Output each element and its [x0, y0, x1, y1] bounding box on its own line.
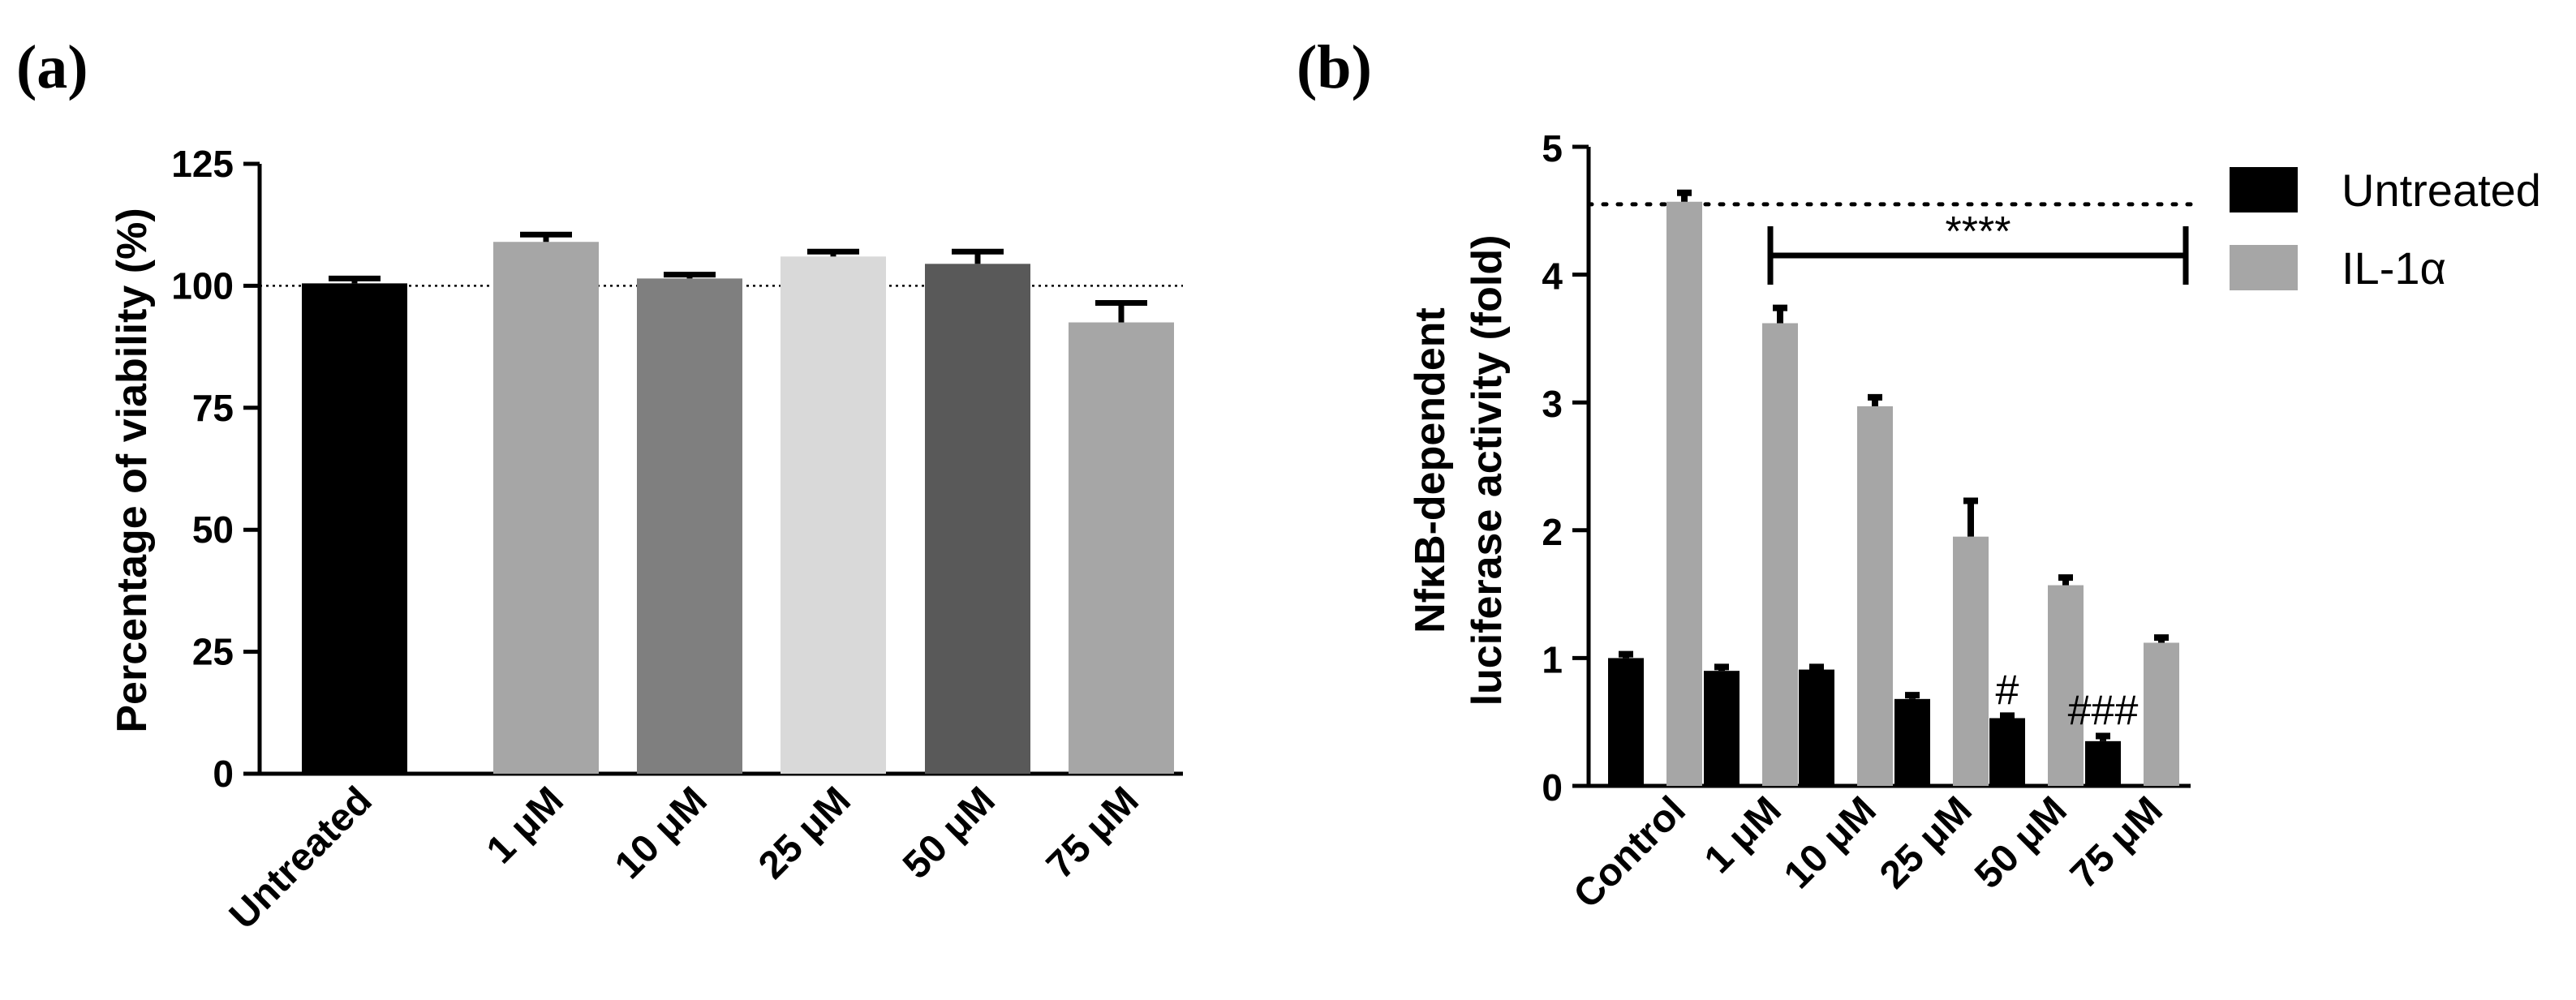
panel-b-bar-il1a	[1666, 201, 1702, 786]
panel-b-legend: Untreated IL-1α	[2230, 165, 2541, 294]
panel-b-label: (b)	[1297, 33, 1372, 101]
legend-swatch-untreated	[2230, 167, 2298, 212]
panel-b-hash-annotation: ###	[2068, 688, 2139, 735]
panel-b-category-label: Control	[1566, 788, 1694, 916]
panel-b-bar-il1a	[1953, 536, 1989, 786]
panel-a-category-label: Untreated	[221, 779, 381, 938]
panel-b-bar-untreated	[1989, 718, 2025, 786]
panel-a-y-tick-label: 75	[192, 387, 234, 429]
panel-b-y-axis-title-line2: luciferase activity (fold)	[1464, 235, 1511, 706]
panel-a-label: (a)	[16, 33, 88, 101]
panel-a-bar	[493, 242, 599, 775]
panel-b-y-axis-title-line1: NfκB-dependent	[1407, 307, 1454, 633]
panel-b-bar-il1a	[2144, 642, 2179, 786]
panel-a-bar	[1069, 322, 1174, 774]
panel-a-category-label: 50 μM	[895, 779, 1004, 887]
significance-label: ****	[1946, 208, 2011, 255]
panel-a-y-tick-label: 125	[171, 143, 234, 185]
legend-label-il1a: IL-1α	[2342, 242, 2446, 294]
legend-swatch-il1a	[2230, 245, 2298, 290]
panel-b-bar-il1a	[2048, 585, 2084, 786]
panel-b-bar-il1a	[1857, 406, 1893, 786]
panel-a-category-label: 75 μM	[1039, 779, 1147, 887]
panel-b-bar-untreated	[1704, 671, 1740, 786]
panel-b-y-tick-label: 1	[1542, 638, 1563, 680]
panel-a-bar	[925, 264, 1030, 774]
panel-b-category-label: 50 μM	[1967, 788, 2075, 897]
panel-a-bar	[302, 283, 407, 775]
panel-b-y-tick-label: 2	[1542, 511, 1563, 553]
panel-a-y-tick-label: 0	[213, 753, 234, 795]
panel-a-y-axis-title: Percentage of viability (%)	[109, 208, 156, 732]
panel-b-y-axis-title-text: NfκB-dependent	[1407, 307, 1454, 633]
panel-a-bar	[781, 256, 886, 775]
panel-b-category-label: 10 μM	[1776, 788, 1885, 897]
panel-b-hash-annotation: #	[1996, 667, 2019, 714]
panel-b-bar-il1a	[1762, 323, 1798, 786]
panel-a-bar	[637, 278, 742, 775]
panel-b-y-tick-label: 0	[1542, 766, 1563, 809]
panel-a-y-tick-label: 50	[192, 509, 234, 551]
panel-b-y-tick-label: 3	[1542, 383, 1563, 425]
panel-b-category-label: 1 μM	[1697, 788, 1790, 882]
panel-a-y-tick-label: 25	[192, 631, 234, 673]
panel-b-category-label: 25 μM	[1872, 788, 1980, 897]
panel-a-y-tick-label: 100	[171, 264, 234, 307]
panel-b-bar-untreated	[1608, 658, 1644, 786]
panel-b-chart: (b) NfκB-dependent luciferase activity (…	[1297, 33, 2541, 916]
panel-a-category-label: 1 μM	[479, 779, 572, 872]
panel-a-category-label: 10 μM	[607, 779, 716, 887]
panel-b-bar-untreated	[2085, 740, 2121, 786]
panel-a-category-label: 25 μM	[750, 779, 859, 887]
panel-a-chart: (a) Percentage of viability (%) 0 25 50 75 1…	[16, 33, 1183, 938]
panel-b-bar-untreated	[1799, 669, 1834, 786]
panel-b-bar-untreated	[1894, 698, 1930, 786]
panel-b-y-tick-label: 4	[1542, 255, 1563, 298]
panel-b-y-tick-label: 5	[1542, 127, 1563, 170]
legend-label-untreated: Untreated	[2342, 165, 2541, 216]
panel-b-category-label: 75 μM	[2062, 788, 2171, 897]
